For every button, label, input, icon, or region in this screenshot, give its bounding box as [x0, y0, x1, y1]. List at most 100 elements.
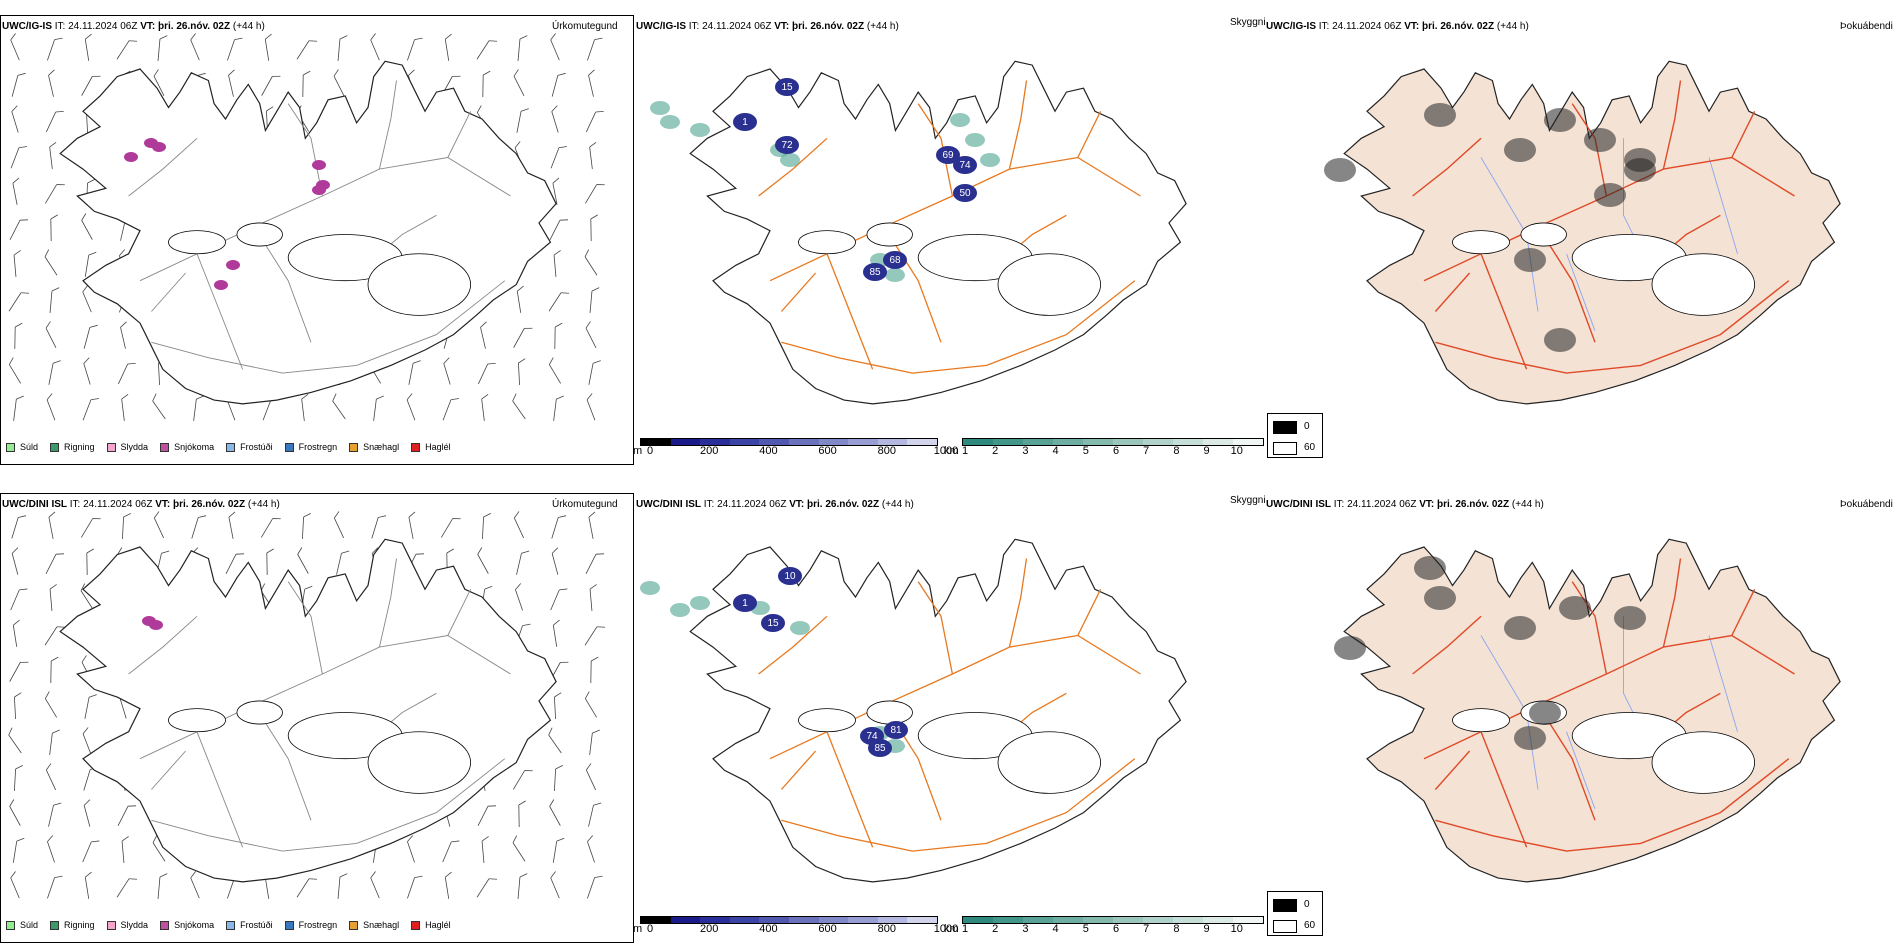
road-line: [826, 731, 874, 848]
wind-barb: [512, 770, 533, 790]
cloud-base-unit: m: [633, 923, 643, 935]
wind-barb: [45, 321, 57, 348]
wind-barb: [14, 692, 22, 720]
colorbar-cell: [700, 439, 730, 445]
vt-label: VT:: [774, 21, 790, 32]
colorbar-tick: 800: [877, 923, 896, 935]
road-line: [1412, 615, 1482, 675]
colorbar-cell: [1023, 439, 1053, 445]
colorbar-cell: [877, 917, 908, 923]
legend-item: Snjókoma: [160, 442, 214, 452]
road-line: [781, 758, 1136, 852]
glacier-outline: [1452, 230, 1510, 255]
road-line: [1412, 137, 1482, 197]
colorbar-cell: [848, 439, 878, 445]
cloud-base-label: 74: [866, 731, 878, 742]
low-visibility-area: [670, 603, 690, 617]
low-cloud-area: [761, 614, 785, 632]
wind-barb: [11, 72, 26, 97]
legend-label: Snjókoma: [174, 442, 215, 452]
lead-time: (+44 h): [232, 21, 265, 32]
colorbar-cell: [670, 439, 701, 445]
colorbar-cell: [1053, 439, 1083, 445]
wind-barb: [440, 518, 461, 538]
legend-label: Frostregn: [298, 920, 338, 930]
low-visibility-area: [965, 133, 985, 147]
colorbar-tick: 10: [1230, 445, 1243, 457]
legend-item: Frostúði: [226, 442, 273, 452]
wind-barb: [477, 362, 496, 385]
cloud-base-label: 69: [942, 150, 954, 161]
wind-barb: [13, 250, 21, 277]
colorbar-tick: 9: [1203, 923, 1210, 935]
colorbar-tick: 1000: [933, 445, 959, 457]
wind-barb: [551, 547, 559, 575]
wind-barb: [45, 110, 64, 133]
snow-area: [152, 142, 166, 152]
precip-type-map-frame: [0, 15, 634, 465]
road-line: [1077, 111, 1102, 158]
forecast-header: UWC/IG-IS IT: 24.11.2024 06Z VT: þri. 26…: [2, 21, 265, 33]
river-line: [1566, 731, 1596, 809]
low-visibility-area: [950, 113, 970, 127]
colorbar-cell: [993, 439, 1023, 445]
road-line: [1662, 80, 1682, 170]
wind-barb: [549, 799, 561, 826]
road-line: [1731, 588, 1756, 636]
wind-barb: [11, 547, 19, 575]
wind-barb: [554, 765, 563, 792]
wind-barb: [8, 292, 30, 312]
colorbar-tick: 6: [1112, 445, 1120, 457]
road-line: [1480, 253, 1528, 370]
wind-barb: [588, 511, 596, 539]
fog-area: [1424, 586, 1456, 610]
wind-barb: [513, 327, 533, 348]
wind-barb: [80, 583, 94, 610]
cloud-base-label: 10: [784, 571, 796, 582]
legend-swatch: [284, 442, 294, 452]
wind-barb: [517, 35, 528, 61]
wind-barb: [373, 395, 384, 421]
glacier-outline: [1651, 253, 1755, 316]
fog-legend-swatch: [1273, 920, 1297, 933]
wind-barb: [83, 324, 98, 349]
wind-barb: [10, 871, 20, 899]
wind-barb: [9, 219, 29, 240]
wind-barb: [333, 69, 345, 96]
wind-barb: [296, 878, 318, 898]
precip-type-title: Úrkomutegund: [552, 21, 618, 32]
wind-barb: [82, 398, 99, 421]
wind-barb: [585, 110, 604, 133]
fog-legend-label: 0: [1304, 899, 1310, 910]
wind-barb: [47, 37, 63, 61]
colorbar-tick: 200: [700, 923, 719, 935]
valid-time: þri. 26.nóv. 02Z: [1437, 499, 1510, 510]
cloud-base-bar: [640, 438, 938, 446]
road-line: [781, 280, 1136, 374]
it-label: IT:: [703, 499, 715, 510]
wind-barb: [554, 692, 562, 720]
low-cloud-area: [936, 146, 960, 164]
wind-barb: [80, 518, 101, 538]
cloud-base-bar: [640, 916, 938, 924]
wind-barb: [477, 547, 489, 574]
colorbar-cell: [818, 917, 849, 923]
wind-barb: [48, 360, 61, 385]
it-label: IT:: [688, 21, 700, 32]
legend-swatch: [284, 920, 294, 930]
wind-barb: [584, 249, 598, 276]
road-line: [287, 581, 323, 675]
it-label: IT:: [54, 21, 66, 32]
colorbar-tick: 400: [759, 923, 778, 935]
road-line: [1662, 558, 1682, 648]
wind-barb: [406, 393, 416, 421]
lead-time: (+44 h): [247, 499, 280, 510]
lead-time: (+44 h): [1511, 499, 1544, 510]
wind-barb: [84, 694, 97, 719]
wind-barb: [590, 214, 598, 242]
colorbar-tick: 8: [1173, 445, 1180, 457]
low-cloud-area: [733, 113, 757, 131]
glacier-outline: [1651, 731, 1755, 794]
road-line: [151, 272, 186, 312]
low-cloud-area: [884, 721, 908, 739]
